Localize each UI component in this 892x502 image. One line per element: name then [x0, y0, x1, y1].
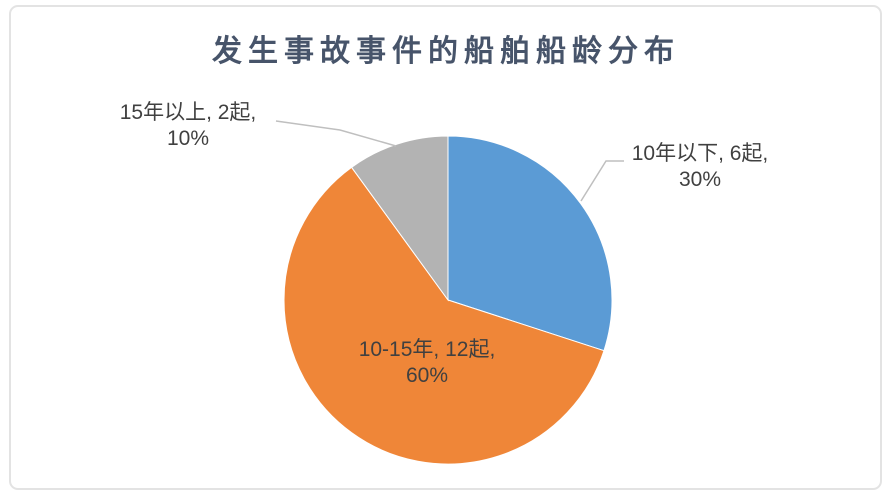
data-label-10to15-line2: 60%	[405, 364, 449, 387]
pie-slice-15年以上	[350, 135, 449, 302]
leader-line-under10	[580, 160, 624, 202]
data-label-10to15-line1: 10-15年, 12起,	[358, 338, 496, 361]
data-label-under10: 10年以下, 6起, 30%	[590, 141, 810, 193]
pie-slice-10-15年	[283, 166, 605, 465]
pie-slice-10年以下	[447, 135, 613, 352]
leader-line-over15	[275, 120, 397, 147]
pie-slices-group	[283, 135, 613, 465]
data-label-over15-line1: 15年以上, 2起,	[119, 101, 257, 124]
data-label-under10-line2: 30%	[678, 168, 722, 191]
data-label-10to15: 10-15年, 12起, 60%	[317, 337, 537, 389]
chart-title: 发生事故事件的船舶船龄分布	[212, 34, 680, 69]
data-label-under10-line1: 10年以下, 6起,	[631, 142, 769, 165]
data-label-over15-line2: 10%	[166, 127, 210, 150]
data-label-over15: 15年以上, 2起, 10%	[78, 100, 298, 152]
